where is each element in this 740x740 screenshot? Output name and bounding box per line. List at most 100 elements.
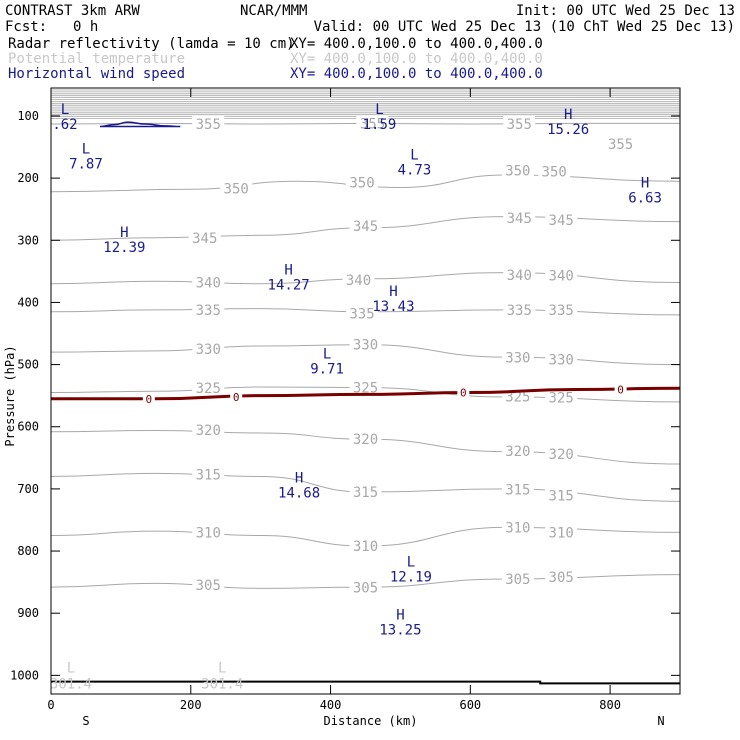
y-tick-label: 300 xyxy=(17,233,39,247)
y-tick-label: 700 xyxy=(17,482,39,496)
extremum-kind: L xyxy=(323,346,331,362)
theta-label-bg xyxy=(503,301,536,317)
wind-extremum-H: H12.39 xyxy=(103,225,145,256)
theta-contour-label: 350 xyxy=(505,164,530,180)
theta-contour-label: 330 xyxy=(505,351,530,367)
theta-label-bg xyxy=(545,487,578,503)
fcst-label: Fcst: xyxy=(5,19,47,35)
extremum-value: 12.19 xyxy=(390,570,432,586)
wind-extremum-L: L12.19 xyxy=(390,555,432,586)
wind-extremum-H: H13.43 xyxy=(372,284,414,315)
theta-label-bg xyxy=(349,484,382,499)
theta-contour-330: 330 330 330 330 xyxy=(50,336,681,369)
extremum-kind: H xyxy=(284,262,292,278)
extremum-kind: H xyxy=(396,607,404,623)
init-time: Init: 00 UTC Wed 25 Dec 13 xyxy=(516,3,735,19)
theta-label-bg xyxy=(192,466,225,482)
theta-contour-label: 330 xyxy=(549,353,574,369)
wind-extremum-L: L1.59 xyxy=(363,102,397,133)
plot-frame xyxy=(50,87,681,695)
theta-contour-345: 345 345 345 345 xyxy=(50,209,681,247)
x-axis-label: Distance (km) xyxy=(324,714,418,728)
y-tick-label: 1000 xyxy=(10,668,39,682)
theta-contour-label: 315 xyxy=(549,489,574,505)
extremum-kind: L xyxy=(407,555,415,571)
theta-contour-label: 340 xyxy=(507,268,532,284)
theta-label-bg xyxy=(503,116,536,132)
extremum-kind: H xyxy=(641,175,649,191)
theta-contour-325: 325 325 325 325 xyxy=(50,379,681,407)
theta-contour-label: 335 xyxy=(196,303,221,319)
y-tick-label: 600 xyxy=(17,420,39,434)
theta-contour-label: 310 xyxy=(353,539,378,555)
theta-label-bg xyxy=(346,174,379,190)
theta-label-bg xyxy=(545,569,578,585)
wind-extremum-L: L4.73 xyxy=(398,147,432,178)
theta-contour-label: 350 xyxy=(542,164,567,180)
theta-label-bg xyxy=(503,209,536,225)
theta-label-bg xyxy=(192,274,225,290)
extremum-value: 14.27 xyxy=(268,277,310,293)
extremum-value: 301.4 xyxy=(50,676,92,692)
theta-label-bg xyxy=(349,431,382,447)
theta-contour-label: 350 xyxy=(349,175,374,191)
theta-contour-label: 335 xyxy=(349,307,374,323)
x-tick-label: 800 xyxy=(599,698,621,712)
theta-contour-label: 340 xyxy=(549,269,574,285)
theta-label-bg xyxy=(220,180,253,196)
theta-label-bg xyxy=(349,538,382,554)
theta-label-bg xyxy=(192,524,225,540)
theta-label-bg xyxy=(349,217,382,233)
theta-contour-label: 325 xyxy=(549,391,574,407)
theta-contour-label: 355 xyxy=(507,117,532,133)
extremum-kind: L xyxy=(82,141,90,157)
theta-contour-label: 355 xyxy=(196,117,221,133)
theta-contour-label: 345 xyxy=(507,211,532,227)
extremum-kind: L xyxy=(375,102,383,118)
extremum-kind: H xyxy=(295,471,303,487)
extremum-value: 301.4 xyxy=(201,676,243,692)
theta-contour-label: 325 xyxy=(196,381,221,397)
theta-label-bg xyxy=(538,163,571,179)
zero-contour-label: 0 xyxy=(460,387,467,400)
theta-contour-label: 320 xyxy=(196,423,221,439)
theta-contour-label: 340 xyxy=(346,273,371,289)
theta-contour-label: 325 xyxy=(353,381,378,397)
zero-contour-line xyxy=(51,386,681,401)
theta-label-bg xyxy=(192,116,225,132)
theta-label-bg xyxy=(501,442,534,458)
theta-contour-335: 335 335 335 335 xyxy=(50,301,681,323)
theta-contour-label: 305 xyxy=(196,578,221,594)
legend-xy: XY= 400.0,100.0 to 400.0,400.0 xyxy=(290,36,543,52)
theta-label-bg xyxy=(501,571,534,587)
theta-contour-label: 355 xyxy=(360,116,385,132)
extremum-value: 7.87 xyxy=(69,156,103,172)
theta-label-bg xyxy=(192,341,225,357)
theta-contour-350: 350 350 350 350 xyxy=(50,162,681,198)
zero-label-bg xyxy=(230,390,243,402)
theta-contour-label: 320 xyxy=(353,432,378,448)
y-tick-label: 200 xyxy=(17,171,39,185)
theta-contour-label: 315 xyxy=(353,485,378,501)
theta-contour-label: 330 xyxy=(196,342,221,358)
wind-extremum-L: L9.71 xyxy=(310,346,344,377)
theta-contour-label: 345 xyxy=(192,231,217,247)
wind-extremum-H: H13.25 xyxy=(379,607,421,638)
theta-label-bg xyxy=(501,481,534,497)
theta-label-bg xyxy=(503,267,536,283)
x-tick-label: 200 xyxy=(180,698,202,712)
theta-contour-label: 345 xyxy=(549,213,574,229)
extremum-kind: L xyxy=(218,660,226,676)
y-tick-label: 900 xyxy=(17,606,39,620)
theta-contour-label: 345 xyxy=(353,219,378,235)
zero-contour-label: 0 xyxy=(617,383,624,396)
zero-label-bg xyxy=(457,386,470,398)
theta-contour-320: 320 320 320 320 xyxy=(50,421,681,465)
legend: Radar reflectivity (lamda = 10 cm)XY= 40… xyxy=(8,36,543,82)
theta-label-bg xyxy=(545,267,578,283)
extremum-kind: L xyxy=(67,660,75,676)
theta-label-bg xyxy=(501,162,534,178)
legend-xy: XY= 400.0,100.0 to 400.0,400.0 xyxy=(290,51,543,67)
theta-label-bg xyxy=(501,519,534,535)
